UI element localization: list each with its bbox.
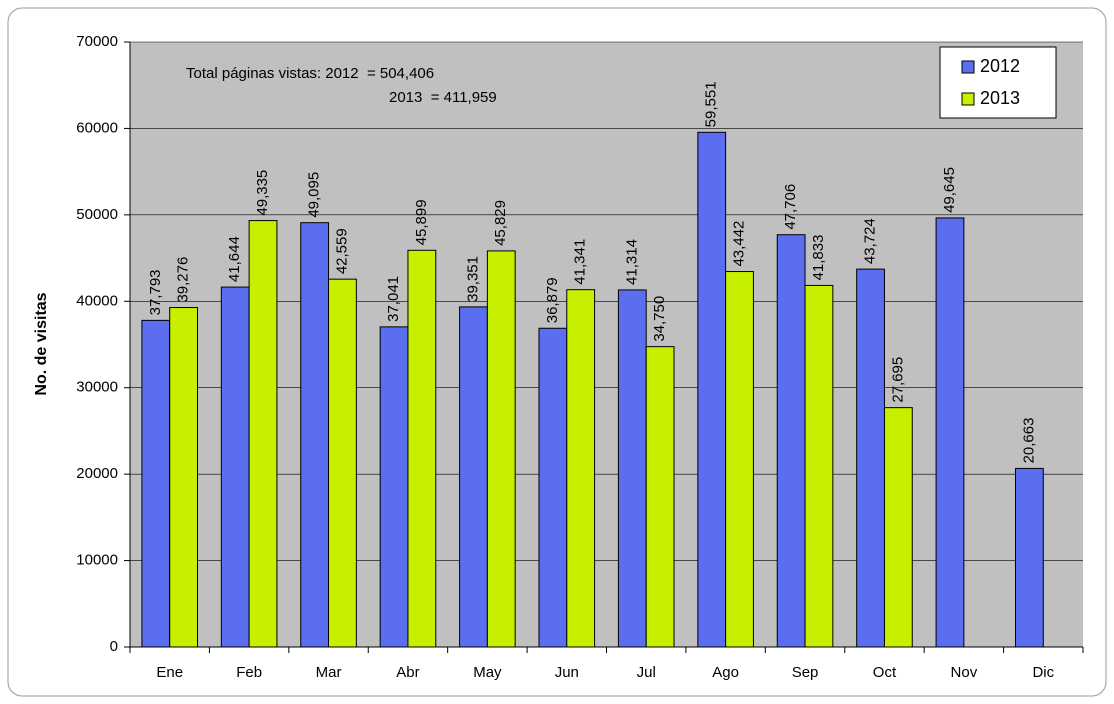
bar: [566, 289, 596, 648]
bar: [328, 278, 357, 648]
value-label: 41,833: [810, 235, 827, 281]
bar: [645, 346, 675, 648]
annotation: 2013 = 411,959: [389, 89, 497, 106]
value-label: 49,095: [306, 172, 323, 218]
value-label: 42,559: [333, 228, 350, 274]
value-label: 47,706: [782, 184, 799, 230]
bar: [617, 289, 647, 648]
x-tick-label: Dic: [1032, 664, 1054, 681]
y-tick-label: 60000: [76, 119, 118, 136]
bar: [538, 327, 568, 648]
value-label: 49,335: [254, 170, 271, 216]
bar: [141, 319, 171, 648]
y-axis-label: No. de visitas: [33, 292, 50, 395]
bar: [804, 284, 834, 648]
value-label: 41,314: [623, 239, 640, 285]
x-tick-label: Oct: [873, 664, 897, 681]
value-label: 36,879: [544, 277, 561, 323]
x-tick-label: Ene: [156, 664, 183, 681]
value-label: 45,829: [492, 200, 509, 246]
value-label: 39,276: [175, 257, 192, 303]
plot-area: [130, 42, 1083, 647]
x-tick-label: Mar: [316, 664, 342, 681]
value-label: 37,041: [385, 276, 402, 322]
y-tick-label: 50000: [76, 206, 118, 223]
bar: [1014, 467, 1044, 648]
legend-label: 2013: [980, 88, 1020, 108]
x-tick-label: Jun: [555, 664, 579, 681]
bar: [725, 271, 754, 648]
annotation: Total páginas vistas: 2012 = 504,406: [186, 65, 434, 82]
bar: [935, 217, 965, 648]
x-tick-label: Nov: [951, 664, 978, 681]
y-tick-label: 30000: [76, 379, 118, 396]
legend-box: [939, 46, 1057, 119]
value-label: 45,899: [413, 199, 430, 245]
bar: [856, 268, 885, 648]
value-label: 41,644: [226, 236, 243, 282]
legend-swatch: [961, 92, 975, 106]
value-label: 43,442: [730, 221, 747, 267]
y-tick-label: 70000: [76, 33, 118, 50]
legend-swatch: [961, 60, 975, 74]
x-tick-label: Ago: [712, 664, 739, 681]
bar: [883, 407, 913, 648]
y-tick-label: 0: [110, 638, 118, 655]
legend-label: 2012: [980, 56, 1020, 76]
x-tick-label: Abr: [396, 664, 419, 681]
x-tick-label: Sep: [792, 664, 819, 681]
bar: [407, 249, 437, 648]
value-label: 39,351: [464, 256, 481, 302]
bar: [248, 220, 278, 648]
value-label: 27,695: [889, 357, 906, 403]
bar: [300, 222, 330, 648]
value-label: 59,551: [703, 81, 720, 127]
bar: [697, 131, 727, 648]
bar: [776, 234, 806, 648]
value-label: 49,645: [941, 167, 958, 213]
y-tick-label: 40000: [76, 292, 118, 309]
bar: [486, 250, 516, 648]
bar: [220, 286, 250, 648]
y-tick-label: 10000: [76, 552, 118, 569]
value-label: 43,724: [862, 218, 879, 264]
value-label: 20,663: [1020, 418, 1037, 464]
bar: [459, 306, 488, 648]
value-label: 34,750: [651, 296, 668, 342]
bar: [379, 326, 409, 648]
x-tick-label: Jul: [637, 664, 656, 681]
bar: [169, 307, 199, 648]
x-tick-label: Feb: [236, 664, 262, 681]
x-tick-label: May: [473, 664, 502, 681]
value-label: 37,793: [147, 269, 164, 315]
value-label: 41,341: [572, 239, 589, 285]
y-tick-label: 20000: [76, 465, 118, 482]
